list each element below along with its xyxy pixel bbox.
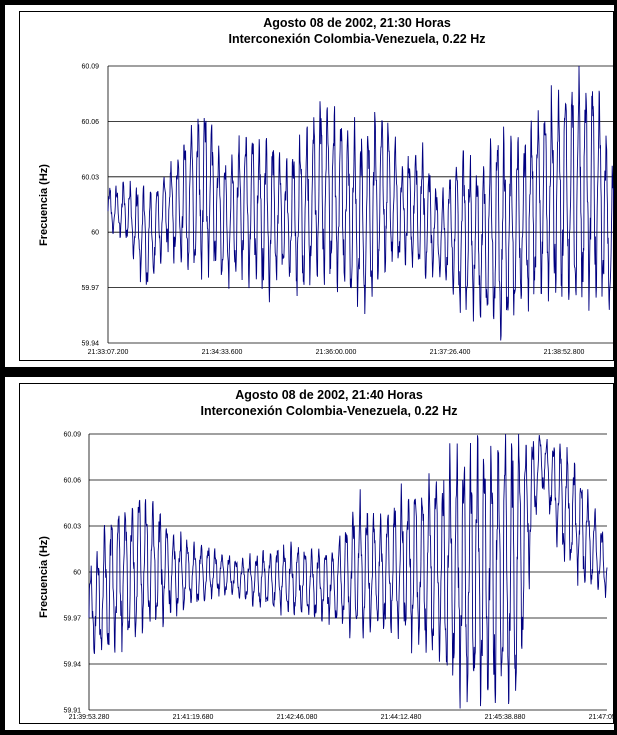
chart-1-series-group (107, 65, 614, 341)
y-tick-label: 60.03 (63, 524, 81, 531)
x-tick-label: 21:41:19.680 (173, 714, 214, 721)
frequency-series-line (107, 65, 614, 341)
chart-panel-1: 60.09 60.06 60.03 60 59.97 59.94 21:33:07.200… (0, 0, 617, 372)
x-tick-label: 21:38:52.800 (544, 349, 585, 356)
chart-2-y-ticks: 60.09 60.06 60.03 60 59.97 59.94 59.91 (63, 432, 81, 715)
x-tick-label: 21:44:12.480 (381, 714, 422, 721)
chart-2-subtitle: Interconexión Colombia-Venezuela, 0.22 H… (200, 404, 457, 418)
chart-frame-1 (19, 11, 614, 361)
y-tick-label: 59.91 (63, 708, 81, 715)
chart-2: 60.09 60.06 60.03 60 59.97 59.94 59.91 21:39:5… (38, 388, 614, 721)
y-tick-label: 60.09 (63, 432, 81, 439)
y-tick-label: 59.97 (81, 285, 99, 292)
x-tick-label: 21:39:53.280 (69, 714, 110, 721)
y-tick-label: 59.94 (63, 662, 81, 669)
chart-1: 60.09 60.06 60.03 60 59.97 59.94 21:33:07.200… (38, 16, 614, 356)
x-tick-label: 21:45:38.880 (485, 714, 526, 721)
y-tick-label: 60.03 (81, 174, 99, 181)
x-tick-label: 21:47:05.280 (589, 714, 614, 721)
x-tick-label: 21:37:26.400 (430, 349, 471, 356)
y-tick-label: 59.94 (81, 341, 99, 348)
chart-panel-2: 60.09 60.06 60.03 60 59.97 59.94 59.91 21:39:5… (0, 372, 617, 735)
chart-frame-2 (19, 383, 614, 724)
y-tick-label: 60 (73, 570, 81, 577)
chart-1-y-axis-label: Frecuencia (Hz) (38, 164, 50, 246)
chart-2-x-ticks: 21:39:53.280 21:41:19.680 21:42:46.080 21:4… (69, 714, 614, 721)
chart-1-y-ticks: 60.09 60.06 60.03 60 59.97 59.94 (81, 64, 99, 348)
chart-2-y-axis-label: Frecuencia (Hz) (38, 536, 50, 618)
y-tick-label: 60.09 (81, 64, 99, 71)
y-tick-label: 60.06 (81, 119, 99, 126)
frequency-series-line (88, 433, 608, 709)
y-tick-label: 60.06 (63, 478, 81, 485)
y-tick-label: 59.97 (63, 616, 81, 623)
chart-1-x-ticks: 21:33:07.200 21:34:33.600 21:36:00.000 21:3… (88, 349, 585, 356)
chart-1-title: Agosto 08 de 2002, 21:30 Horas (263, 16, 451, 30)
y-tick-label: 60 (91, 230, 99, 237)
chart-1-gridlines (107, 65, 614, 344)
chart-2-title: Agosto 08 de 2002, 21:40 Horas (235, 388, 423, 402)
chart-1-subtitle: Interconexión Colombia-Venezuela, 0.22 H… (228, 32, 485, 46)
x-tick-label: 21:42:46.080 (277, 714, 318, 721)
chart-2-series-group (88, 433, 608, 709)
x-tick-label: 21:36:00.000 (316, 349, 357, 356)
x-tick-label: 21:33:07.200 (88, 349, 129, 356)
x-tick-label: 21:34:33.600 (202, 349, 243, 356)
